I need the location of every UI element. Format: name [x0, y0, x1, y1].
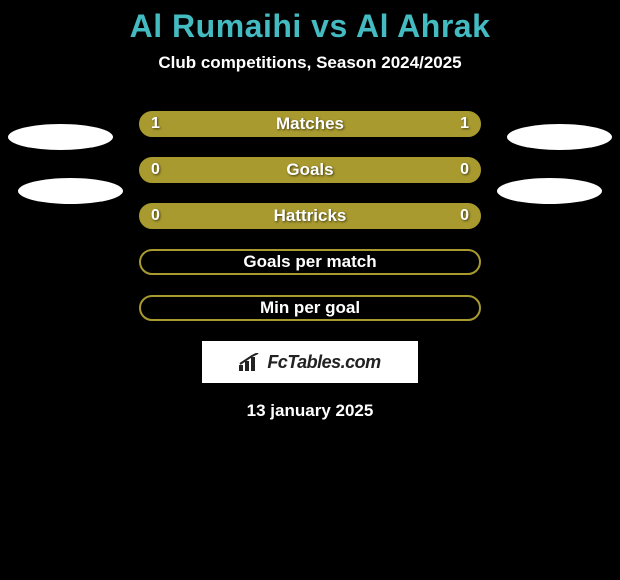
stat-label: Min per goal — [139, 295, 481, 321]
stat-label: Goals — [139, 157, 481, 183]
bar-chart-icon — [239, 353, 261, 371]
stat-right-value: 1 — [460, 111, 469, 137]
brand-badge: FcTables.com — [202, 341, 418, 383]
decor-ellipse-left-2 — [18, 178, 123, 204]
decor-ellipse-left-1 — [8, 124, 113, 150]
stat-label: Goals per match — [139, 249, 481, 275]
decor-ellipse-right-1 — [507, 124, 612, 150]
stat-row-matches: 1 Matches 1 — [139, 111, 481, 137]
stat-label: Hattricks — [139, 203, 481, 229]
comparison-subtitle: Club competitions, Season 2024/2025 — [0, 53, 620, 73]
decor-ellipse-right-2 — [497, 178, 602, 204]
stat-row-goals: 0 Goals 0 — [139, 157, 481, 183]
stat-right-value: 0 — [460, 203, 469, 229]
stat-row-min-per-goal: Min per goal — [139, 295, 481, 321]
stat-row-hattricks: 0 Hattricks 0 — [139, 203, 481, 229]
stat-right-value: 0 — [460, 157, 469, 183]
footer-date: 13 january 2025 — [0, 401, 620, 421]
brand-text: FcTables.com — [267, 352, 380, 373]
comparison-title: Al Rumaihi vs Al Ahrak — [0, 0, 620, 45]
stat-row-goals-per-match: Goals per match — [139, 249, 481, 275]
stat-label: Matches — [139, 111, 481, 137]
